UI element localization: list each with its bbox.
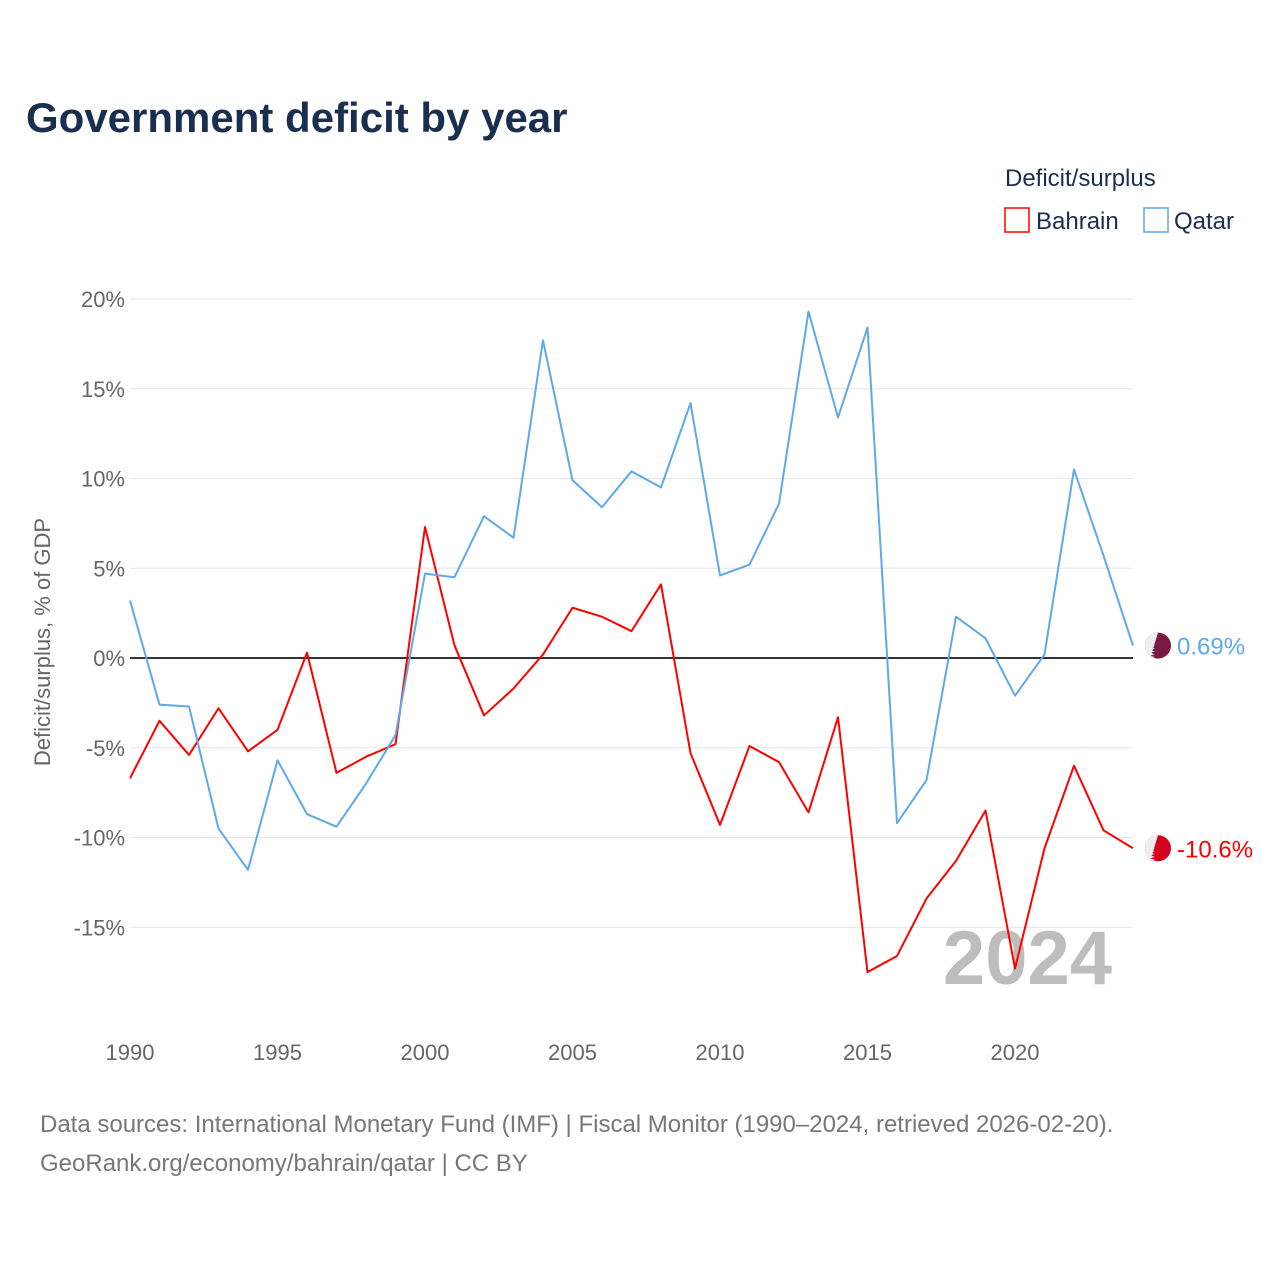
y-tick-label: 15% [81, 377, 125, 402]
x-tick-label: 2010 [696, 1040, 745, 1065]
legend-swatch-qatar [1143, 207, 1169, 233]
legend-swatch-bahrain [1004, 207, 1030, 233]
x-tick-label: 2005 [548, 1040, 597, 1065]
y-tick-label: -5% [86, 736, 125, 761]
flag-qatar-icon [1145, 632, 1171, 659]
series-line-qatar [129, 310, 1134, 871]
y-tick-label: -10% [74, 826, 125, 851]
legend-title: Deficit/surplus [1005, 165, 1156, 192]
y-tick-label: 5% [93, 556, 125, 581]
legend-item-bahrain[interactable]: Bahrain [1004, 207, 1119, 235]
chart-title: Government deficit by year [26, 94, 568, 141]
legend-item-qatar[interactable]: Qatar [1143, 207, 1234, 235]
flag-serration [1150, 632, 1155, 659]
y-tick-label: -15% [74, 915, 125, 940]
x-tick-label: 1995 [253, 1040, 302, 1065]
end-label-bahrain: -10.6% [1177, 836, 1253, 863]
y-tick-label: 20% [81, 287, 125, 312]
x-tick-label: 2000 [401, 1040, 450, 1065]
legend-label-bahrain: Bahrain [1036, 208, 1119, 235]
x-tick-label: 2015 [843, 1040, 892, 1065]
x-tick-label: 1990 [106, 1040, 155, 1065]
x-tick-label: 2020 [991, 1040, 1040, 1065]
footer-sources: Data sources: International Monetary Fun… [40, 1111, 1113, 1138]
y-axis-label: Deficit/surplus, % of GDP [30, 518, 55, 766]
end-labels: -10.6% 0.69% [1145, 632, 1253, 863]
y-tick-label: 10% [81, 467, 125, 492]
legend-label-qatar: Qatar [1174, 208, 1234, 235]
flag-serration [1150, 835, 1155, 862]
series-lines [129, 310, 1134, 974]
end-label-qatar: 0.69% [1177, 634, 1245, 661]
gridlines: 20% 15% 10% 5% 0% -5% -10% -15% 1990 1995 2000 2005… [74, 287, 1133, 1065]
footer-link[interactable]: GeoRank.org/economy/bahrain/qatar | CC B… [40, 1150, 528, 1177]
y-tick-label: 0% [93, 646, 125, 671]
series-line-bahrain [129, 525, 1134, 974]
flag-bahrain-icon [1145, 835, 1171, 862]
year-watermark: 2024 [943, 916, 1112, 1001]
